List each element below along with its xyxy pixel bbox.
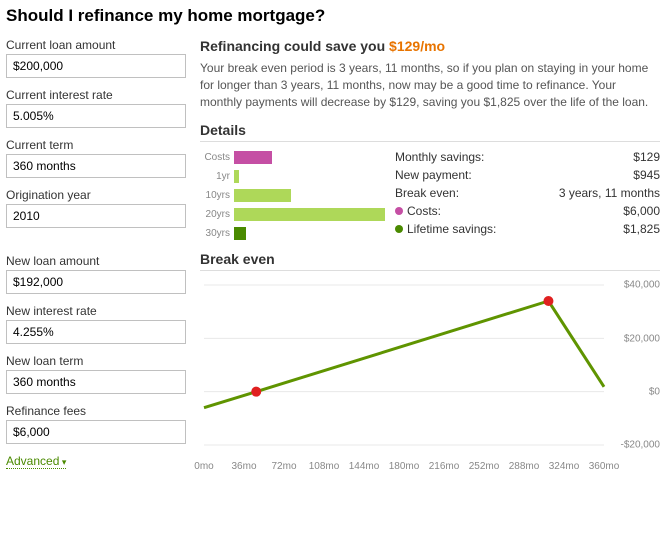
bar-fill	[234, 227, 246, 240]
monthly-savings-label: Monthly savings:	[395, 148, 484, 166]
ytick-label: $40,000	[624, 280, 660, 291]
xtick-label: 180mo	[389, 461, 420, 472]
current-interest-rate-input[interactable]	[6, 104, 186, 128]
lifetime-savings-label: Lifetime savings:	[407, 220, 496, 238]
bar-row: 30yrs	[200, 224, 385, 242]
current-loan-amount-label: Current loan amount	[6, 38, 186, 52]
bar-fill	[234, 170, 239, 183]
advanced-toggle[interactable]: Advanced	[6, 454, 66, 469]
bar-fill	[234, 208, 385, 221]
bar-fill	[234, 151, 272, 164]
ytick-label: $0	[649, 387, 660, 398]
xtick-label: 216mo	[429, 461, 460, 472]
refinance-fees-label: Refinance fees	[6, 404, 186, 418]
ytick-label: $20,000	[624, 333, 660, 344]
breakeven-title: Break even	[200, 251, 660, 271]
bar-row: 10yrs	[200, 186, 385, 204]
headline-amount: $129/mo	[389, 38, 445, 54]
current-loan-amount-input[interactable]	[6, 54, 186, 78]
details-bars: Costs 1yr 10yrs 20yrs 30yrs	[200, 148, 385, 243]
xtick-label: 360mo	[589, 461, 620, 472]
input-form: Current loan amount Current interest rat…	[6, 38, 186, 472]
lifetime-savings-value: $1,825	[623, 220, 660, 238]
lifetime-dot-icon	[395, 225, 403, 233]
ytick-label: -$20,000	[621, 440, 660, 451]
bar-label: 20yrs	[200, 209, 234, 220]
origination-year-input[interactable]	[6, 204, 186, 228]
monthly-savings-value: $129	[633, 148, 660, 166]
new-loan-term-input[interactable]	[6, 370, 186, 394]
bar-fill	[234, 189, 291, 202]
xtick-label: 288mo	[509, 461, 540, 472]
bar-row: Costs	[200, 148, 385, 166]
new-payment-value: $945	[633, 166, 660, 184]
xtick-label: 252mo	[469, 461, 500, 472]
origination-year-label: Origination year	[6, 188, 186, 202]
break-even-value: 3 years, 11 months	[559, 184, 660, 202]
current-interest-rate-label: Current interest rate	[6, 88, 186, 102]
breakeven-chart: -$20,000$0$20,000$40,0000mo36mo72mo108mo…	[200, 277, 660, 472]
costs-dot-icon	[395, 207, 403, 215]
current-term-input[interactable]	[6, 154, 186, 178]
xtick-label: 144mo	[349, 461, 380, 472]
details-stats: Monthly savings: $129 New payment: $945 …	[395, 148, 660, 243]
bar-label: 10yrs	[200, 190, 234, 201]
costs-label: Costs:	[407, 202, 441, 220]
break-even-label: Break even:	[395, 184, 459, 202]
page-title: Should I refinance my home mortgage?	[6, 6, 657, 26]
bar-label: 1yr	[200, 171, 234, 182]
new-payment-label: New payment:	[395, 166, 472, 184]
bar-row: 1yr	[200, 167, 385, 185]
bar-label: Costs	[200, 152, 234, 163]
xtick-label: 72mo	[271, 461, 296, 472]
headline-prefix: Refinancing could save you	[200, 38, 389, 54]
bar-label: 30yrs	[200, 228, 234, 239]
costs-value: $6,000	[623, 202, 660, 220]
new-interest-rate-label: New interest rate	[6, 304, 186, 318]
details-title: Details	[200, 122, 660, 142]
current-term-label: Current term	[6, 138, 186, 152]
xtick-label: 0mo	[194, 461, 213, 472]
xtick-label: 36mo	[231, 461, 256, 472]
new-loan-amount-input[interactable]	[6, 270, 186, 294]
new-interest-rate-input[interactable]	[6, 320, 186, 344]
new-loan-term-label: New loan term	[6, 354, 186, 368]
summary-text: Your break even period is 3 years, 11 mo…	[200, 60, 660, 110]
bar-row: 20yrs	[200, 205, 385, 223]
xtick-label: 108mo	[309, 461, 340, 472]
new-loan-amount-label: New loan amount	[6, 254, 186, 268]
headline: Refinancing could save you $129/mo	[200, 38, 660, 54]
refinance-fees-input[interactable]	[6, 420, 186, 444]
xtick-label: 324mo	[549, 461, 580, 472]
